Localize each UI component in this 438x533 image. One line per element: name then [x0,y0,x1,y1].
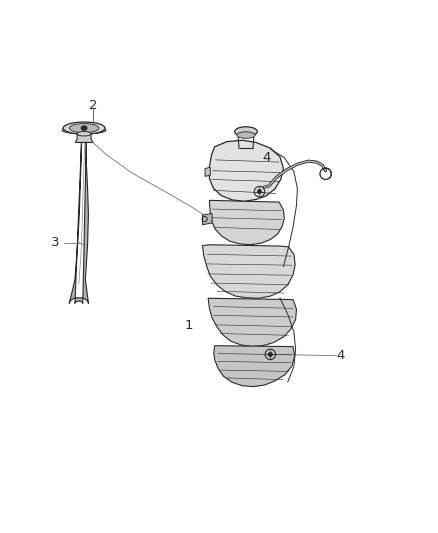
Text: 2: 2 [88,99,97,112]
Ellipse shape [81,126,87,131]
Circle shape [257,189,261,194]
Ellipse shape [70,124,99,133]
Text: 4: 4 [336,349,345,362]
Ellipse shape [237,132,255,139]
Text: 3: 3 [51,236,60,249]
Ellipse shape [63,122,105,134]
Polygon shape [69,142,88,303]
Polygon shape [205,167,210,176]
Polygon shape [75,134,93,142]
Polygon shape [209,140,283,201]
Polygon shape [202,213,212,225]
Polygon shape [214,346,295,386]
Text: 1: 1 [184,319,193,332]
Polygon shape [209,200,284,245]
Text: 4: 4 [262,151,271,164]
Polygon shape [202,245,295,298]
Ellipse shape [77,132,91,136]
Circle shape [268,352,272,357]
Ellipse shape [235,127,257,136]
Polygon shape [208,298,297,346]
Ellipse shape [62,127,106,134]
